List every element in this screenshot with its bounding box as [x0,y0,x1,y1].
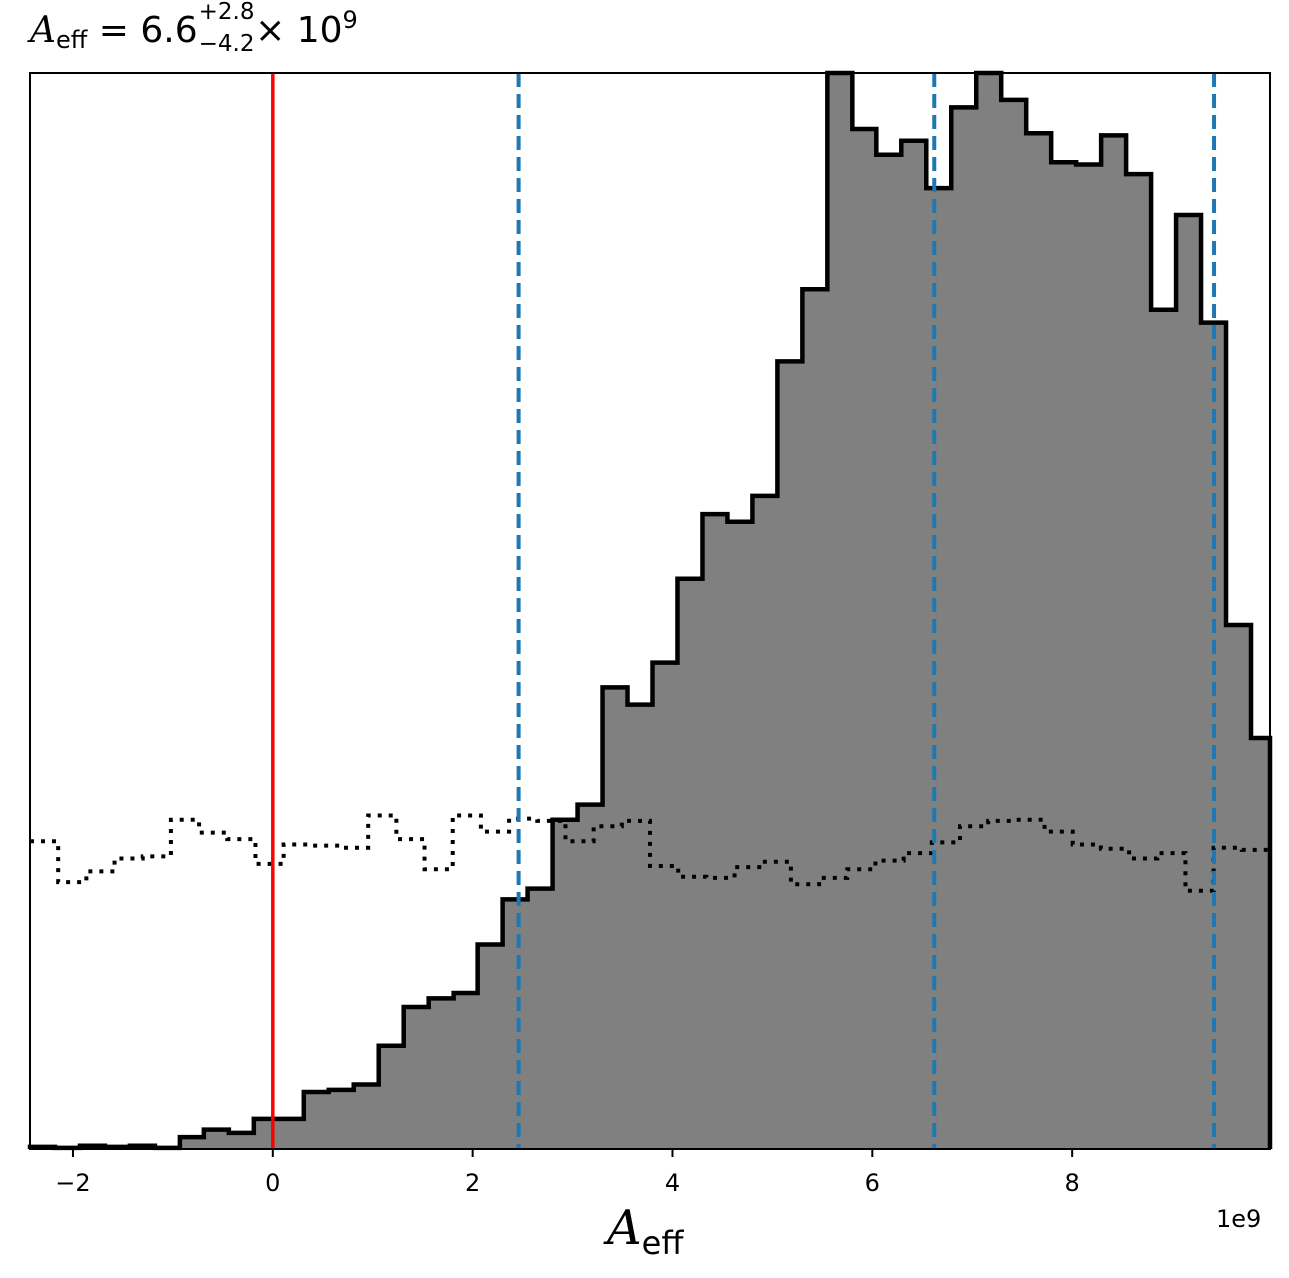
histogram-outline [27,70,1273,1151]
histogram-bar [453,992,479,1149]
histogram-bar [1001,99,1027,1149]
x-axis-label-symbol: A [607,1200,642,1256]
histogram-bar [852,128,877,1149]
x-axis-label: Aeff [607,1200,683,1262]
title-equals: = [98,10,129,51]
histogram-bar [378,1045,405,1149]
histogram-bar [1101,135,1127,1149]
title-base: 10 [296,10,343,51]
title-exponent: 9 [342,6,358,34]
histogram-bar [1151,309,1177,1150]
title-errors: +2.8 −4.2 [198,1,255,56]
histogram-bar [303,1091,330,1149]
histogram-bars [30,73,1271,1150]
x-axis-ticks: −2 0 2 4 6 8 [55,1149,1080,1197]
title-times: × [255,10,286,51]
histogram-bar [677,578,704,1149]
histogram-bar [602,687,629,1149]
histogram-bar [1176,215,1202,1150]
histogram-bar [428,998,455,1149]
histogram-bar [253,1118,280,1149]
histogram-bar [577,804,604,1149]
histogram-bar [901,140,927,1150]
histogram-bar [328,1089,355,1149]
title-symbol: A [30,10,56,51]
histogram-bar [179,1137,205,1149]
histogram-bar [827,73,853,1149]
x-tick-label: 2 [465,1169,480,1197]
x-tick-label: 0 [265,1169,280,1197]
histogram-bar [552,819,579,1149]
histogram-bar [278,1118,305,1149]
histogram-bar [477,944,504,1149]
title-lower-error: −4.2 [198,31,255,57]
histogram-bar [1026,133,1052,1150]
histogram-bar [627,704,654,1149]
histogram-bar [876,154,902,1149]
histogram-bar [502,899,529,1149]
histogram-bar [1126,174,1152,1150]
histogram-bar [1226,624,1252,1149]
histogram-bar [203,1129,230,1149]
histogram-bar [727,521,754,1149]
plot-frame [29,72,1271,1150]
histogram-bar [652,662,679,1149]
histogram-bar [1051,162,1077,1150]
histogram-bar [777,361,803,1149]
histogram-bar [403,1006,430,1149]
x-tick-label: 8 [1065,1169,1080,1197]
prior-histogram-line [30,813,1270,893]
histogram-bar [802,289,828,1149]
histogram-bar [1076,164,1102,1149]
x-tick-label: −2 [55,1169,90,1197]
x-tick-label: 4 [665,1169,680,1197]
reference-lines [271,73,1217,1149]
histogram-bar [752,495,778,1149]
title-median: 6.6 [140,10,198,51]
histogram-bar [976,73,1002,1149]
histogram-outlines [27,70,1273,1151]
histogram-bar [1251,737,1271,1149]
x-tick-label: 6 [865,1169,880,1197]
histogram-bar [353,1084,380,1149]
histogram-bar [228,1132,255,1149]
x-axis-offset-label: 1e9 [1216,1205,1262,1233]
title-symbol-sub: eff [56,26,88,54]
chart-title: Aeff = 6.6 +2.8 −4.2 × 109 [30,1,358,56]
histogram-bar [702,514,729,1149]
histogram-bar [527,888,554,1149]
title-upper-error: +2.8 [198,0,255,25]
histogram-bar [951,107,977,1149]
x-axis-label-sub: eff [641,1224,684,1262]
histogram-bar [926,188,952,1149]
